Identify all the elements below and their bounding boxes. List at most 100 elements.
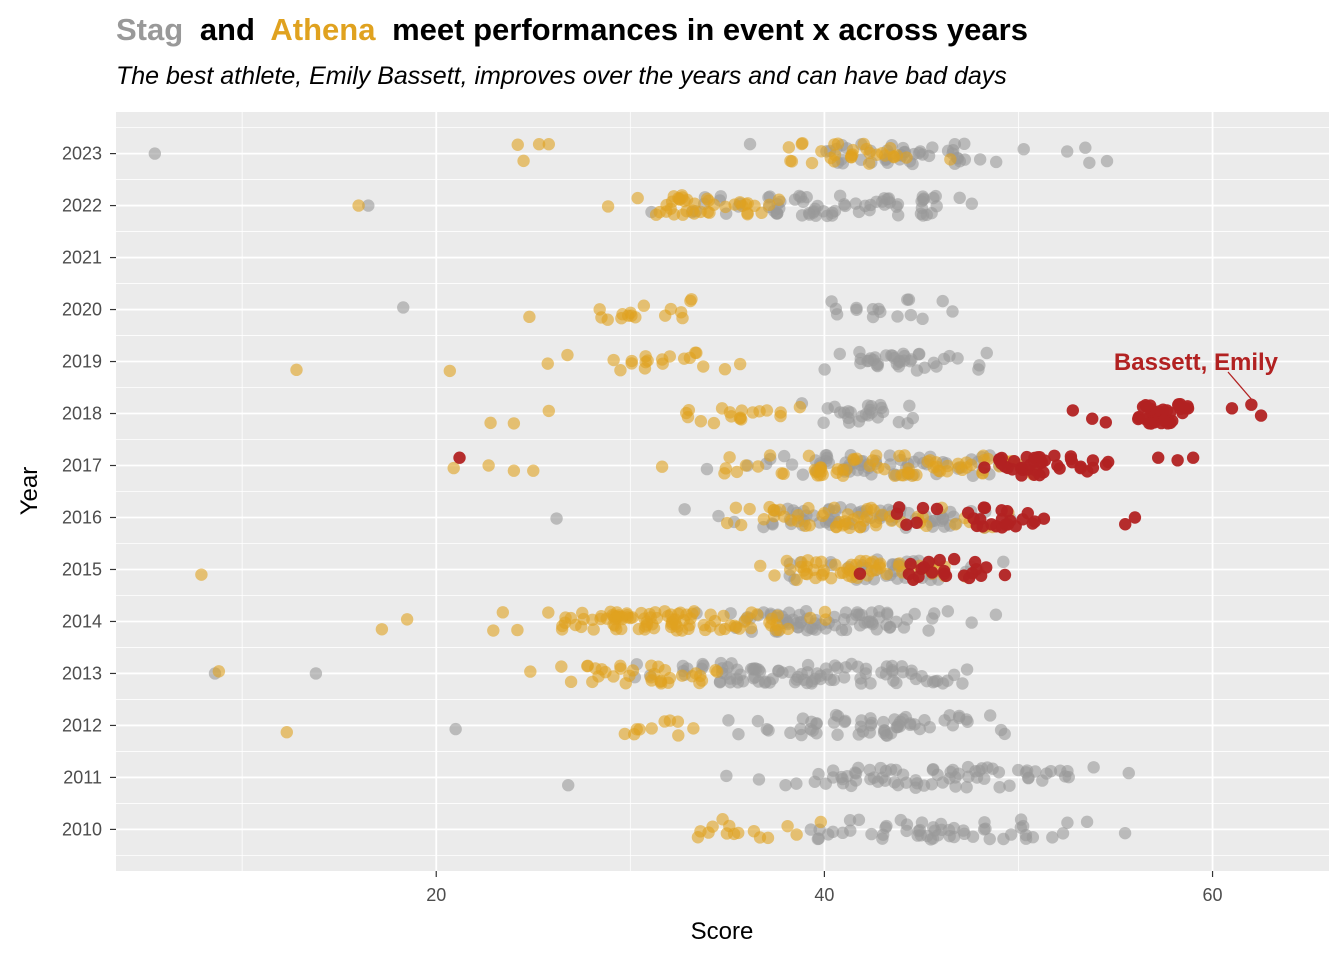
data-point <box>707 416 721 430</box>
data-point <box>863 459 876 472</box>
data-point <box>1174 402 1187 416</box>
chart-subtitle: The best athlete, Emily Bassett, improve… <box>116 62 1007 90</box>
data-point <box>976 520 989 533</box>
data-point <box>680 204 693 218</box>
data-point <box>744 621 758 635</box>
data-point <box>810 727 823 740</box>
data-point <box>781 622 795 636</box>
data-point <box>977 501 991 514</box>
data-point <box>1128 511 1142 524</box>
data-point <box>541 357 554 370</box>
data-point <box>876 832 889 845</box>
data-point <box>694 825 707 838</box>
y-tick-label: 2020 <box>62 300 102 320</box>
data-point <box>935 514 949 527</box>
data-point <box>745 606 758 619</box>
data-point <box>926 141 939 154</box>
data-point <box>837 671 851 684</box>
data-point <box>760 404 774 417</box>
data-point <box>796 468 810 481</box>
data-point <box>1017 142 1030 156</box>
data-point <box>910 364 924 377</box>
data-point <box>675 669 689 682</box>
data-point <box>660 198 673 212</box>
data-point <box>852 205 866 219</box>
x-tick-label: 60 <box>1203 885 1223 905</box>
data-point <box>803 208 816 221</box>
data-point <box>1100 154 1114 168</box>
data-point <box>772 664 785 677</box>
data-point <box>862 157 876 170</box>
data-point <box>615 312 628 325</box>
data-point <box>917 779 931 792</box>
data-point <box>927 356 940 370</box>
data-point <box>280 725 293 739</box>
axes: 20 40 60 2010 2011 2012 2013 2014 2015 2016 2017 20… <box>62 144 1223 905</box>
annotation-leader-line <box>1227 371 1252 400</box>
data-point <box>963 571 976 585</box>
data-point <box>838 515 852 528</box>
data-point <box>601 200 615 213</box>
data-point <box>496 606 510 619</box>
data-point <box>878 462 891 476</box>
data-point <box>761 831 775 845</box>
data-point <box>1006 463 1019 476</box>
data-point <box>824 151 837 165</box>
data-point <box>677 352 691 365</box>
data-point <box>629 311 642 324</box>
data-point <box>482 459 495 472</box>
data-points <box>148 136 1268 846</box>
data-point <box>801 658 815 672</box>
data-point <box>871 357 885 371</box>
data-point <box>828 138 841 151</box>
data-point <box>1064 450 1078 463</box>
data-point <box>839 661 853 674</box>
data-point <box>904 308 918 322</box>
data-point <box>784 726 797 740</box>
data-point <box>892 718 905 732</box>
data-point <box>790 828 803 841</box>
data-point <box>891 778 905 792</box>
data-point <box>978 461 991 474</box>
data-point <box>818 506 831 520</box>
data-point <box>658 663 672 677</box>
data-point <box>685 293 698 306</box>
data-point <box>1061 816 1074 829</box>
data-point <box>1053 462 1066 475</box>
data-point <box>853 345 866 359</box>
data-point <box>839 606 853 619</box>
data-point <box>831 728 844 741</box>
data-point <box>633 723 646 736</box>
data-point <box>785 155 799 168</box>
data-point <box>710 665 724 678</box>
data-point <box>1118 826 1132 840</box>
data-point <box>865 400 878 413</box>
data-point <box>960 781 973 794</box>
data-point <box>956 677 969 690</box>
data-point <box>781 819 794 833</box>
data-point <box>852 415 866 428</box>
data-point <box>993 453 1006 467</box>
data-point <box>517 154 530 168</box>
data-point <box>728 198 741 211</box>
data-point <box>607 670 620 683</box>
data-point <box>949 518 962 531</box>
data-point <box>808 775 822 788</box>
data-point <box>936 677 950 690</box>
data-point <box>900 818 914 831</box>
data-point <box>852 728 865 741</box>
data-point <box>704 608 717 621</box>
data-point <box>818 363 831 376</box>
data-point <box>148 147 162 160</box>
data-point <box>1119 518 1132 531</box>
data-point <box>637 299 651 312</box>
data-point <box>655 460 669 473</box>
data-point <box>975 762 989 775</box>
data-point <box>678 503 691 516</box>
y-tick-label: 2013 <box>62 663 102 683</box>
data-point <box>834 406 847 419</box>
data-point <box>915 816 929 829</box>
y-tick-label: 2012 <box>62 715 102 735</box>
data-point <box>722 714 735 727</box>
